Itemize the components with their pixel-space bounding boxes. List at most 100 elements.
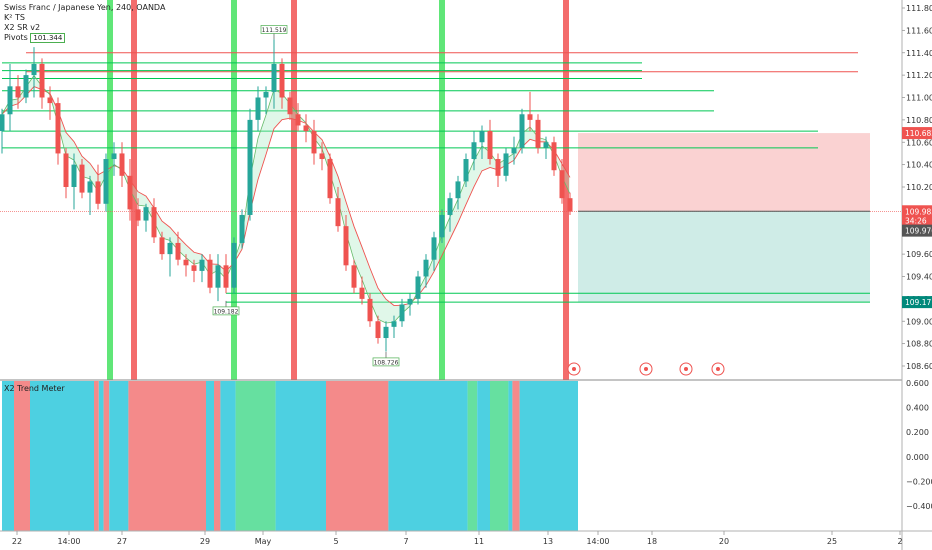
candle-body — [479, 131, 485, 143]
time-axis[interactable]: 22 14:00 27 29 May 5 7 11 13 14:00 18 20 25 2 — [12, 531, 903, 546]
candle-body — [223, 265, 229, 288]
signal-bar-red — [131, 0, 137, 380]
price-tag-bg — [902, 224, 932, 237]
signal-bar-red — [563, 0, 569, 380]
time-tick-label: 27 — [117, 537, 127, 546]
candle-body — [383, 326, 389, 339]
time-tick-label: 5 — [333, 537, 338, 546]
candle-body — [503, 153, 509, 176]
time-tick-label: 22 — [12, 537, 22, 546]
time-tick-label: 20 — [719, 537, 729, 546]
trend-segment-green — [467, 381, 478, 531]
position-stop-zone — [578, 133, 870, 212]
trend-axis-label: 0.600 — [906, 379, 929, 388]
signal-bar-green — [107, 0, 113, 380]
candle-body — [231, 242, 237, 288]
position-tool[interactable] — [0, 133, 902, 303]
candle-body — [63, 153, 69, 187]
price-tick-label: 108.600 — [906, 362, 932, 371]
candle-body — [399, 304, 405, 322]
candle-body — [351, 265, 357, 288]
candle-body — [311, 131, 317, 154]
candle-body — [463, 159, 469, 182]
time-tick-label: 11 — [474, 537, 484, 546]
indicator-x2sr[interactable]: X2 SR v2 — [4, 23, 41, 32]
trend-segment-red — [14, 381, 30, 531]
trend-segment-cyan — [206, 381, 214, 531]
trend-segment-green — [235, 381, 276, 531]
trend-segment-red — [128, 381, 206, 531]
candle-body — [111, 153, 117, 160]
indicator-pivots[interactable]: Pivots 101.344 — [4, 33, 165, 43]
candle-body — [423, 259, 429, 277]
candle-body — [343, 226, 349, 266]
trend-segment-red — [94, 381, 99, 531]
trend-segment-cyan — [109, 381, 129, 531]
time-tick-label: 14:00 — [586, 537, 609, 546]
chart-legend: Swiss Franc / Japanese Yen, 240, OANDA K… — [4, 3, 165, 43]
time-tick-label: 14:00 — [57, 537, 80, 546]
trend-axis-label: 0.200 — [906, 428, 929, 437]
candle-body — [407, 298, 413, 305]
time-tick-label: 29 — [200, 537, 210, 546]
trend-axis-label: 0.000 — [906, 453, 929, 462]
candle-body — [207, 259, 213, 288]
candle-body — [103, 159, 109, 204]
price-tag-bg — [902, 127, 932, 140]
candle-body — [471, 142, 477, 160]
price-tick-label: 109.000 — [906, 317, 932, 326]
annotation-box — [372, 357, 400, 367]
candle-body — [359, 287, 365, 299]
candle-body — [263, 91, 269, 98]
price-tick-label: 110.400 — [906, 161, 932, 170]
candle-body — [87, 181, 93, 193]
candle-body — [239, 214, 245, 243]
candle-body — [495, 159, 501, 176]
candle-body — [159, 237, 165, 255]
candle-body — [71, 164, 77, 187]
candle-body — [375, 321, 381, 339]
time-tick-label: 25 — [827, 537, 837, 546]
symbol-title[interactable]: Swiss Franc / Japanese Yen, 240, OANDA — [4, 3, 166, 12]
trend-axis-label: 0.400 — [906, 404, 929, 413]
candle-body — [215, 265, 221, 288]
trend-segment-cyan — [220, 381, 236, 531]
candle-body — [15, 86, 21, 98]
price-tick-label: 110.800 — [906, 116, 932, 125]
candle-body — [551, 142, 557, 171]
price-tick-label: 108.800 — [906, 340, 932, 349]
annotation-label: 111.519 — [262, 27, 287, 34]
time-tick-label: 13 — [543, 537, 553, 546]
candle-body — [271, 63, 277, 92]
candle-body — [191, 265, 197, 271]
trend-segment-cyan — [275, 381, 326, 531]
candle-body — [431, 237, 437, 260]
price-tick-label: 110.200 — [906, 183, 932, 192]
price-tag-label: 109.983 — [905, 207, 932, 216]
candle-body — [567, 198, 573, 212]
candle-body — [391, 321, 397, 327]
trend-segment-cyan — [2, 381, 14, 531]
event-markers[interactable] — [567, 362, 725, 376]
indicator-k2ts[interactable]: K² TS — [4, 13, 25, 22]
candle-body — [199, 259, 205, 271]
event-marker-dot — [684, 367, 688, 371]
price-tick-label: 111.200 — [906, 71, 932, 80]
price-tag-bg — [902, 205, 932, 218]
annotation-label: 108.726 — [374, 359, 399, 366]
trend-meter-title[interactable]: X2 Trend Meter — [4, 384, 65, 393]
trend-segment-green — [490, 381, 509, 531]
trend-segment-cyan — [98, 381, 104, 531]
trend-segment-cyan — [30, 381, 94, 531]
price-annotations: 111.519 109.182 108.726 — [212, 25, 400, 367]
trend-segment-red — [326, 381, 389, 531]
candle-body — [367, 298, 373, 322]
candle-body — [327, 159, 333, 199]
candle-body — [79, 164, 85, 193]
candles — [0, 39, 573, 352]
time-tick-label: 7 — [403, 537, 408, 546]
trend-segment-red — [103, 381, 110, 531]
candle-body — [255, 97, 261, 120]
